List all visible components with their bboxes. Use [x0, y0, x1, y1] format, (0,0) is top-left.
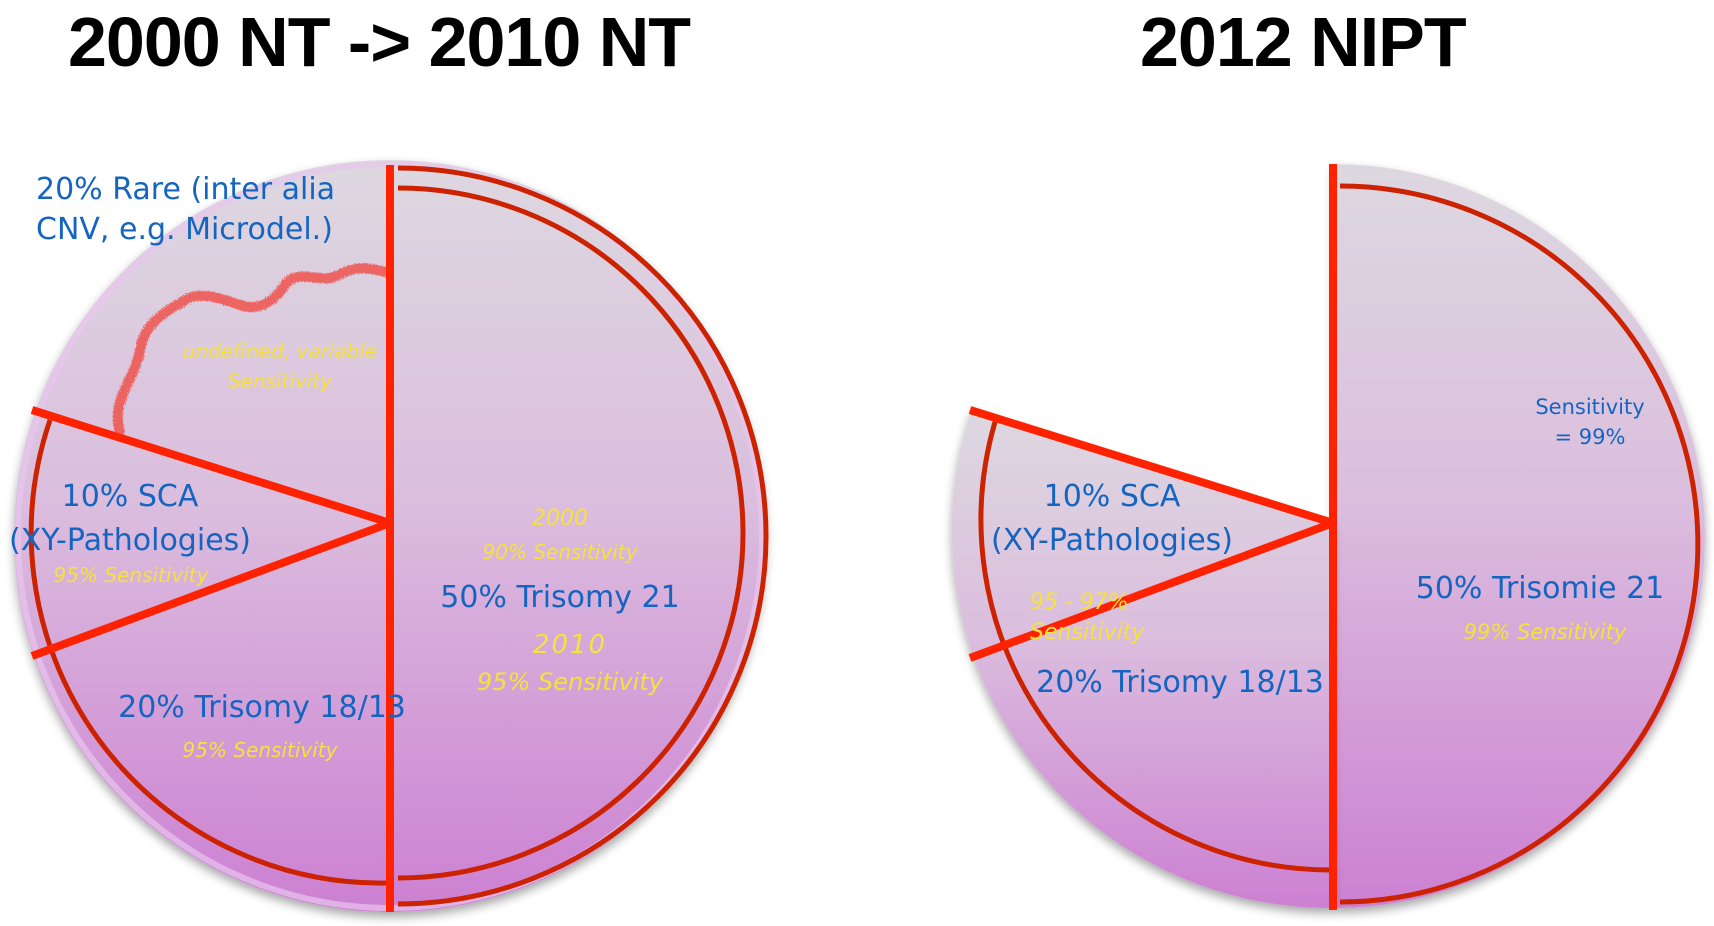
label-rare-sens-line1: undefined, variable [182, 339, 378, 363]
label-rare-line1: 20% Rare (inter alia [36, 172, 336, 207]
label-rare-sensitivity: undefined, variable Sensitivity [170, 336, 390, 396]
label-sca-sensitivity: 95% Sensitivity [53, 563, 209, 587]
label-sca-line2: (XY-Pathologies) [9, 523, 251, 558]
label-trisomy-18-13-sensitivity: 95% Sensitivity [182, 738, 338, 762]
label-rare-line2: CNV, e.g. Microdel.) [36, 212, 333, 247]
label-year-2000: 2000 [532, 506, 588, 531]
label-nipt-sens-line1: Sensitivity [1535, 395, 1645, 419]
divider-sca-upper [30, 406, 392, 527]
left-pie [14, 160, 769, 912]
arc-2000 [397, 185, 746, 881]
label-trisomy-18-13: 20% Trisomy 18/13 [118, 690, 406, 725]
label-sca: 10% SCA (XY-Pathologies) [0, 475, 260, 563]
label-sensitivity-2000: 90% Sensitivity [482, 540, 638, 564]
label-trisomy-18-13-nipt: 20% Trisomy 18/13 [1036, 665, 1324, 700]
label-sca-nipt-sens-line2: Sensitivity [1030, 620, 1145, 645]
right-pie-half [1333, 164, 1705, 908]
label-sca-nipt-sensitivity: 95 - 97% Sensitivity [1030, 588, 1145, 648]
label-sca-nipt-sens-line1: 95 - 97% [1030, 590, 1129, 615]
label-sensitivity-2010: 95% Sensitivity [477, 668, 663, 696]
label-nipt-sens-line2: = 99% [1554, 425, 1626, 449]
label-trisomie-21-sensitivity: 99% Sensitivity [1463, 620, 1627, 644]
label-rare: 20% Rare (inter alia CNV, e.g. Microdel.… [36, 170, 335, 250]
label-year-2010: 2010 [532, 630, 608, 660]
right-pie-left-part [951, 408, 1333, 909]
chart-title-right: 2012 NIPT [1140, 3, 1467, 81]
divider-sca-lower [968, 519, 1335, 662]
chart-title-left: 2000 NT -> 2010 NT [68, 3, 691, 81]
divider-sca-lower [30, 519, 392, 660]
arc-sca-t1813 [978, 421, 1333, 873]
label-rare-sens-line2: Sensitivity [227, 369, 333, 393]
rare-boundary-wave [112, 263, 390, 437]
right-pie [951, 164, 1705, 910]
arc-t21 [1339, 183, 1701, 905]
label-trisomie-21: 50% Trisomie 21 [1415, 571, 1665, 606]
arc-2010 [397, 165, 769, 907]
label-sca-line1: 10% SCA [61, 479, 199, 514]
label-trisomy-21: 50% Trisomy 21 [440, 580, 680, 615]
label-sca-nipt-line1: 10% SCA [1043, 479, 1181, 514]
label-nipt-sensitivity-99: Sensitivity = 99% [1530, 392, 1650, 452]
divider-sca-upper [968, 406, 1335, 527]
label-sca-nipt-line2: (XY-Pathologies) [991, 523, 1233, 558]
label-sca-nipt: 10% SCA (XY-Pathologies) [982, 475, 1242, 563]
arc-sca-t1813 [28, 419, 389, 886]
